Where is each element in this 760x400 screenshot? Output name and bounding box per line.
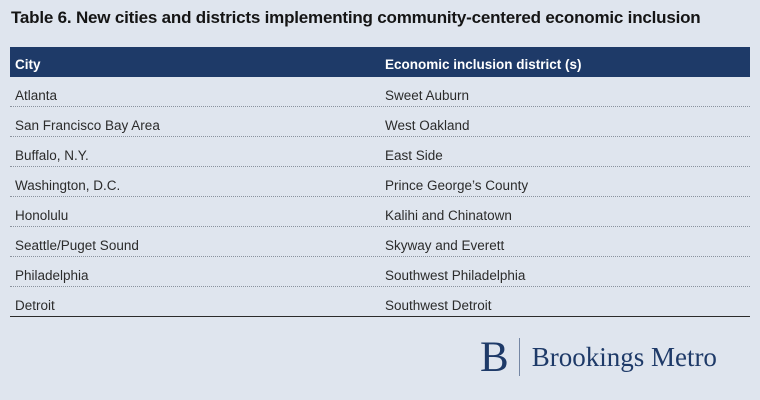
table-row: Buffalo, N.Y. East Side xyxy=(10,137,750,167)
table-row: Seattle/Puget Sound Skyway and Everett xyxy=(10,227,750,257)
district-cell: Kalihi and Chinatown xyxy=(385,208,512,223)
city-cell: Honolulu xyxy=(15,208,69,223)
table-row: Washington, D.C. Prince George’s County xyxy=(10,167,750,197)
table-title: Table 6. New cities and districts implem… xyxy=(11,8,701,27)
table-header: City Economic inclusion district (s) xyxy=(10,47,750,77)
city-cell: San Francisco Bay Area xyxy=(15,118,160,133)
district-cell: Prince George’s County xyxy=(385,178,529,193)
header-district: Economic inclusion district (s) xyxy=(385,57,582,72)
logo-text: Brookings Metro xyxy=(531,341,717,372)
city-cell: Washington, D.C. xyxy=(15,178,121,193)
district-cell: West Oakland xyxy=(385,118,470,133)
logo-mark: B xyxy=(480,333,509,381)
header-city: City xyxy=(15,57,41,72)
table-row: Atlanta Sweet Auburn xyxy=(10,77,750,107)
city-cell: Detroit xyxy=(15,298,55,313)
district-cell: Southwest Philadelphia xyxy=(385,268,526,283)
district-cell: Skyway and Everett xyxy=(385,238,505,253)
city-cell: Philadelphia xyxy=(15,268,89,283)
district-cell: Southwest Detroit xyxy=(385,298,492,313)
city-cell: Atlanta xyxy=(15,88,58,103)
city-cell: Buffalo, N.Y. xyxy=(15,148,89,163)
table-row: San Francisco Bay Area West Oakland xyxy=(10,107,750,137)
district-cell: Sweet Auburn xyxy=(385,88,470,103)
table-row: Detroit Southwest Detroit xyxy=(10,287,750,317)
district-cell: East Side xyxy=(385,148,443,163)
inclusion-table: City Economic inclusion district (s) Atl… xyxy=(10,47,750,317)
table-row: Philadelphia Southwest Philadelphia xyxy=(10,257,750,287)
city-cell: Seattle/Puget Sound xyxy=(15,238,139,253)
brookings-metro-logo: B Brookings Metro xyxy=(480,333,717,381)
logo-divider xyxy=(518,338,520,376)
table-row: Honolulu Kalihi and Chinatown xyxy=(10,197,750,227)
